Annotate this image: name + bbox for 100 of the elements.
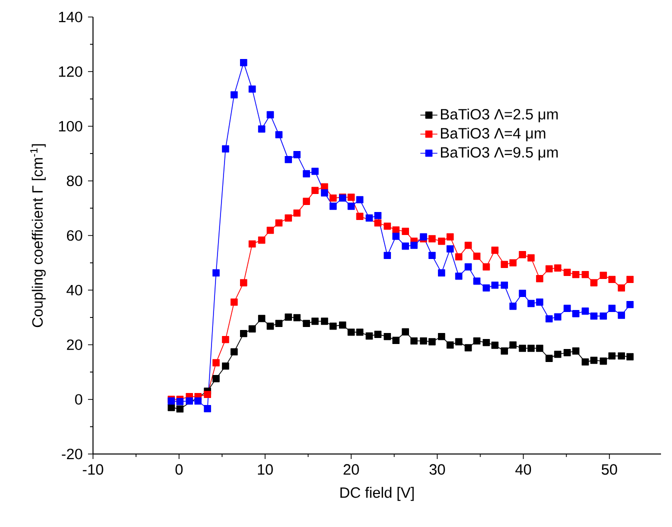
point xyxy=(320,189,328,196)
point xyxy=(311,168,319,175)
point xyxy=(374,330,382,338)
point xyxy=(392,336,400,344)
point xyxy=(248,325,256,332)
point xyxy=(590,356,598,364)
point xyxy=(222,336,230,344)
point xyxy=(518,344,526,352)
point xyxy=(482,284,490,292)
point xyxy=(473,252,480,260)
point xyxy=(546,354,553,362)
point xyxy=(428,338,436,346)
point xyxy=(572,310,580,318)
point xyxy=(258,125,266,133)
point xyxy=(258,314,266,322)
point xyxy=(473,337,480,345)
point xyxy=(302,198,310,205)
point xyxy=(464,344,472,352)
point xyxy=(491,342,499,349)
point xyxy=(446,245,454,252)
point xyxy=(356,212,364,220)
point xyxy=(348,202,355,210)
point xyxy=(618,352,626,360)
point xyxy=(455,272,462,280)
x-axis-title: DC field [V] xyxy=(340,486,414,501)
point xyxy=(248,240,256,248)
point xyxy=(608,276,616,284)
point xyxy=(356,196,364,204)
point xyxy=(330,322,337,330)
y-tick-label: 100 xyxy=(59,120,82,132)
x-tick-label: 0 xyxy=(175,464,183,475)
point xyxy=(176,405,184,413)
point xyxy=(284,214,292,222)
point xyxy=(428,252,436,260)
point xyxy=(536,298,544,306)
y-tick-label: 140 xyxy=(59,12,82,22)
point xyxy=(311,186,319,194)
point xyxy=(204,390,212,398)
point xyxy=(293,151,301,158)
point xyxy=(275,219,282,227)
point xyxy=(410,337,418,345)
point xyxy=(402,228,410,235)
point xyxy=(428,235,436,242)
point xyxy=(384,252,391,260)
point xyxy=(194,397,202,405)
point xyxy=(212,269,220,277)
point xyxy=(491,282,499,289)
point xyxy=(302,320,310,328)
legend-label: BaTiO3 Λ=2.5 μm xyxy=(440,108,558,122)
point xyxy=(590,312,598,320)
point xyxy=(284,314,292,321)
point xyxy=(284,156,292,164)
point xyxy=(446,233,454,240)
point xyxy=(491,246,499,254)
point xyxy=(258,236,266,244)
y-tick-label: 0 xyxy=(75,394,82,405)
x-tick-label: 50 xyxy=(602,464,618,475)
x-tick-label: 10 xyxy=(258,464,273,475)
point xyxy=(473,277,480,285)
point xyxy=(527,344,535,352)
point xyxy=(266,226,274,234)
point xyxy=(582,308,589,315)
point xyxy=(392,232,400,240)
x-tick-label: 40 xyxy=(515,464,532,475)
point xyxy=(302,170,310,178)
point xyxy=(348,194,355,201)
point xyxy=(464,263,472,270)
point xyxy=(509,259,517,266)
point xyxy=(168,404,175,412)
point xyxy=(546,315,553,322)
point xyxy=(455,338,462,346)
point xyxy=(572,270,580,278)
point xyxy=(518,290,526,297)
point xyxy=(330,202,337,210)
point xyxy=(240,279,248,286)
point xyxy=(564,268,571,276)
y-tick-label: 20 xyxy=(66,339,82,350)
point xyxy=(536,275,544,282)
point xyxy=(384,222,391,230)
point xyxy=(590,279,598,286)
point xyxy=(240,330,248,338)
point xyxy=(464,242,472,249)
point xyxy=(582,358,589,366)
point xyxy=(230,298,238,306)
point xyxy=(240,59,248,66)
x-tick-label: 20 xyxy=(344,464,359,475)
point xyxy=(338,321,346,329)
point xyxy=(536,344,544,352)
point xyxy=(626,300,634,308)
point xyxy=(230,91,238,98)
point xyxy=(572,347,580,355)
point xyxy=(600,312,607,320)
point xyxy=(564,304,571,312)
point xyxy=(618,284,626,292)
point xyxy=(438,332,446,340)
point xyxy=(266,111,274,118)
point xyxy=(500,347,508,355)
point xyxy=(554,313,562,320)
point xyxy=(509,302,517,310)
point xyxy=(293,209,301,217)
